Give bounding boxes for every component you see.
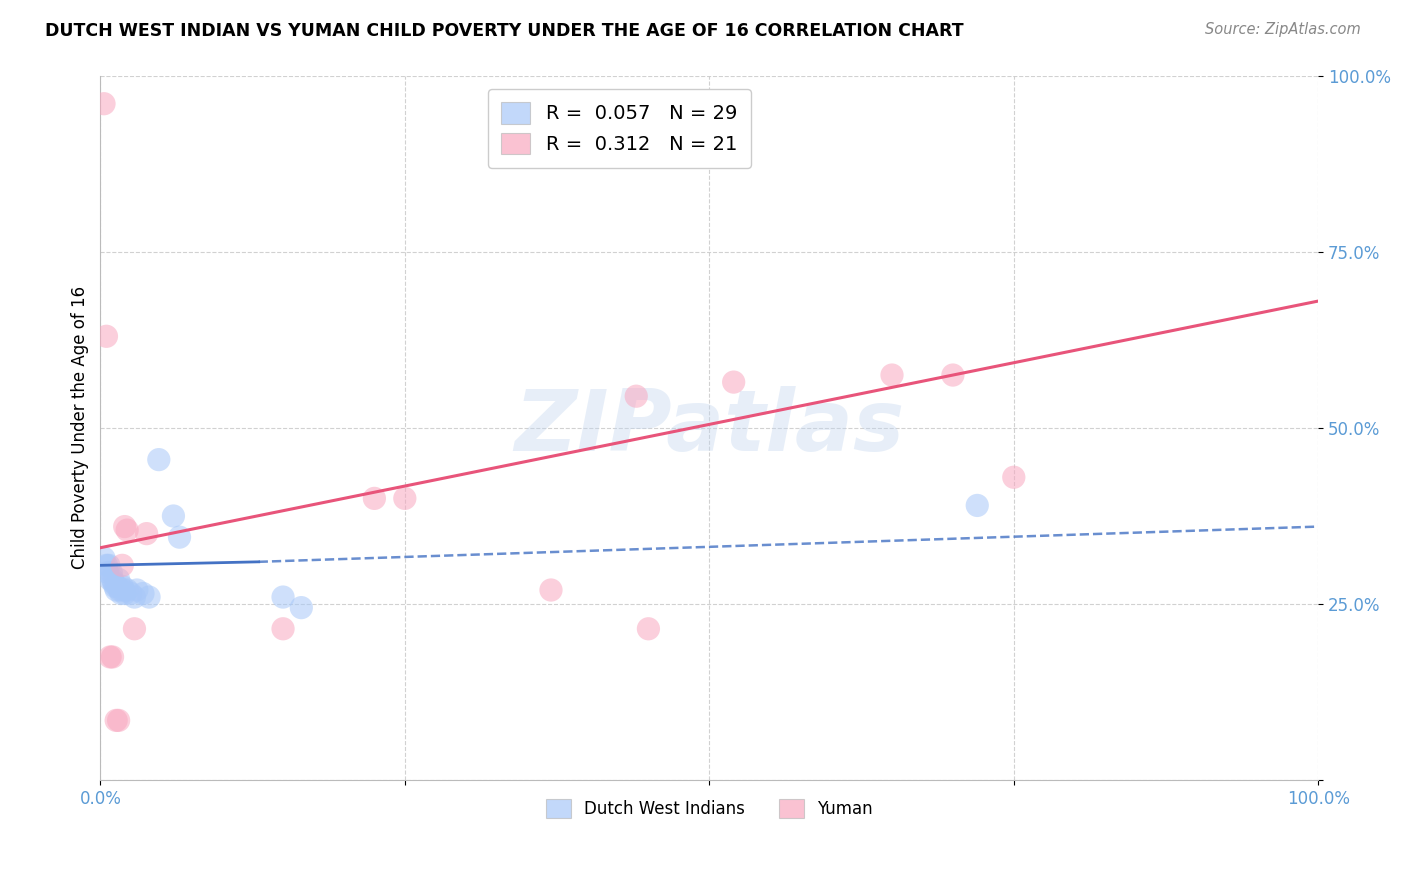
- Point: [114, 519, 136, 533]
- Point: [363, 491, 385, 506]
- Point: [103, 576, 125, 591]
- Legend: Dutch West Indians, Yuman: Dutch West Indians, Yuman: [540, 793, 879, 825]
- Point: [880, 368, 903, 382]
- Point: [124, 622, 146, 636]
- Point: [110, 586, 132, 600]
- Point: [104, 579, 127, 593]
- Text: ZIPatlas: ZIPatlas: [515, 386, 904, 469]
- Point: [626, 389, 648, 403]
- Point: [125, 582, 148, 597]
- Text: DUTCH WEST INDIAN VS YUMAN CHILD POVERTY UNDER THE AGE OF 16 CORRELATION CHART: DUTCH WEST INDIAN VS YUMAN CHILD POVERTY…: [45, 22, 963, 40]
- Point: [138, 590, 160, 604]
- Point: [105, 714, 128, 728]
- Point: [162, 508, 184, 523]
- Point: [93, 96, 115, 111]
- Point: [111, 579, 134, 593]
- Point: [98, 650, 121, 665]
- Point: [107, 714, 129, 728]
- Point: [132, 586, 155, 600]
- Point: [108, 582, 131, 597]
- Point: [100, 566, 122, 580]
- Point: [1002, 470, 1025, 484]
- Point: [637, 622, 659, 636]
- Point: [115, 582, 138, 597]
- Point: [540, 582, 562, 597]
- Y-axis label: Child Poverty Under the Age of 16: Child Poverty Under the Age of 16: [72, 286, 89, 569]
- Point: [101, 650, 124, 665]
- Point: [96, 558, 118, 573]
- Point: [394, 491, 416, 506]
- Point: [107, 579, 129, 593]
- Point: [723, 375, 745, 389]
- Point: [148, 452, 170, 467]
- Point: [114, 586, 136, 600]
- Point: [290, 600, 312, 615]
- Point: [111, 558, 134, 573]
- Point: [135, 526, 157, 541]
- Point: [107, 573, 129, 587]
- Point: [98, 573, 121, 587]
- Point: [93, 551, 115, 566]
- Point: [105, 582, 128, 597]
- Point: [271, 590, 294, 604]
- Point: [124, 590, 146, 604]
- Point: [97, 566, 120, 580]
- Text: Source: ZipAtlas.com: Source: ZipAtlas.com: [1205, 22, 1361, 37]
- Point: [97, 558, 120, 573]
- Point: [271, 622, 294, 636]
- Point: [112, 582, 135, 597]
- Point: [120, 586, 142, 600]
- Point: [942, 368, 965, 382]
- Point: [169, 530, 191, 544]
- Point: [101, 573, 124, 587]
- Point: [115, 523, 138, 537]
- Point: [96, 329, 118, 343]
- Point: [966, 499, 988, 513]
